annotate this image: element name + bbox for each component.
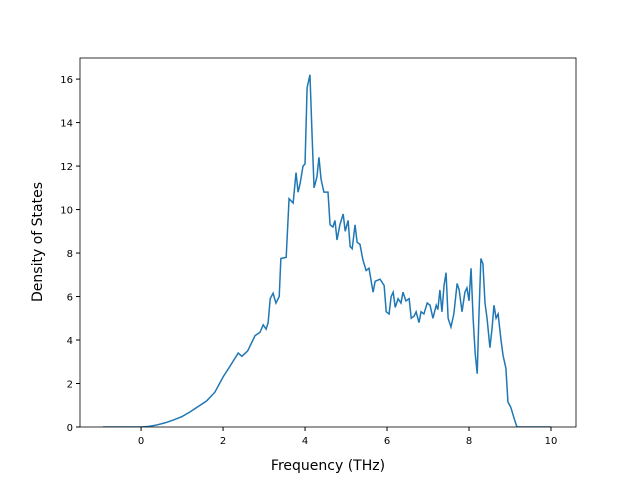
y-tick-label: 16 [60,75,73,86]
x-tick-label: 4 [302,436,308,447]
y-tick-label: 4 [67,336,73,347]
y-tick-label: 2 [67,380,73,391]
plot-frame [79,57,577,428]
x-tick-label: 0 [138,436,144,447]
y-tick-label: 8 [67,249,73,260]
line [102,74,551,427]
x-tick-label: 6 [384,436,390,447]
y-tick-label: 0 [67,423,73,434]
x-tick-label: 10 [545,436,558,447]
y-tick-label: 12 [60,162,73,173]
y-tick-label: 6 [67,293,73,304]
x-tick-label: 2 [220,436,226,447]
y-tick-label: 10 [60,206,73,217]
y-axis-label: Density of States [30,182,46,302]
y-tick-label: 14 [60,119,73,130]
x-tick-label: 8 [466,436,472,447]
x-axis-label: Frequency (THz) [271,458,385,474]
